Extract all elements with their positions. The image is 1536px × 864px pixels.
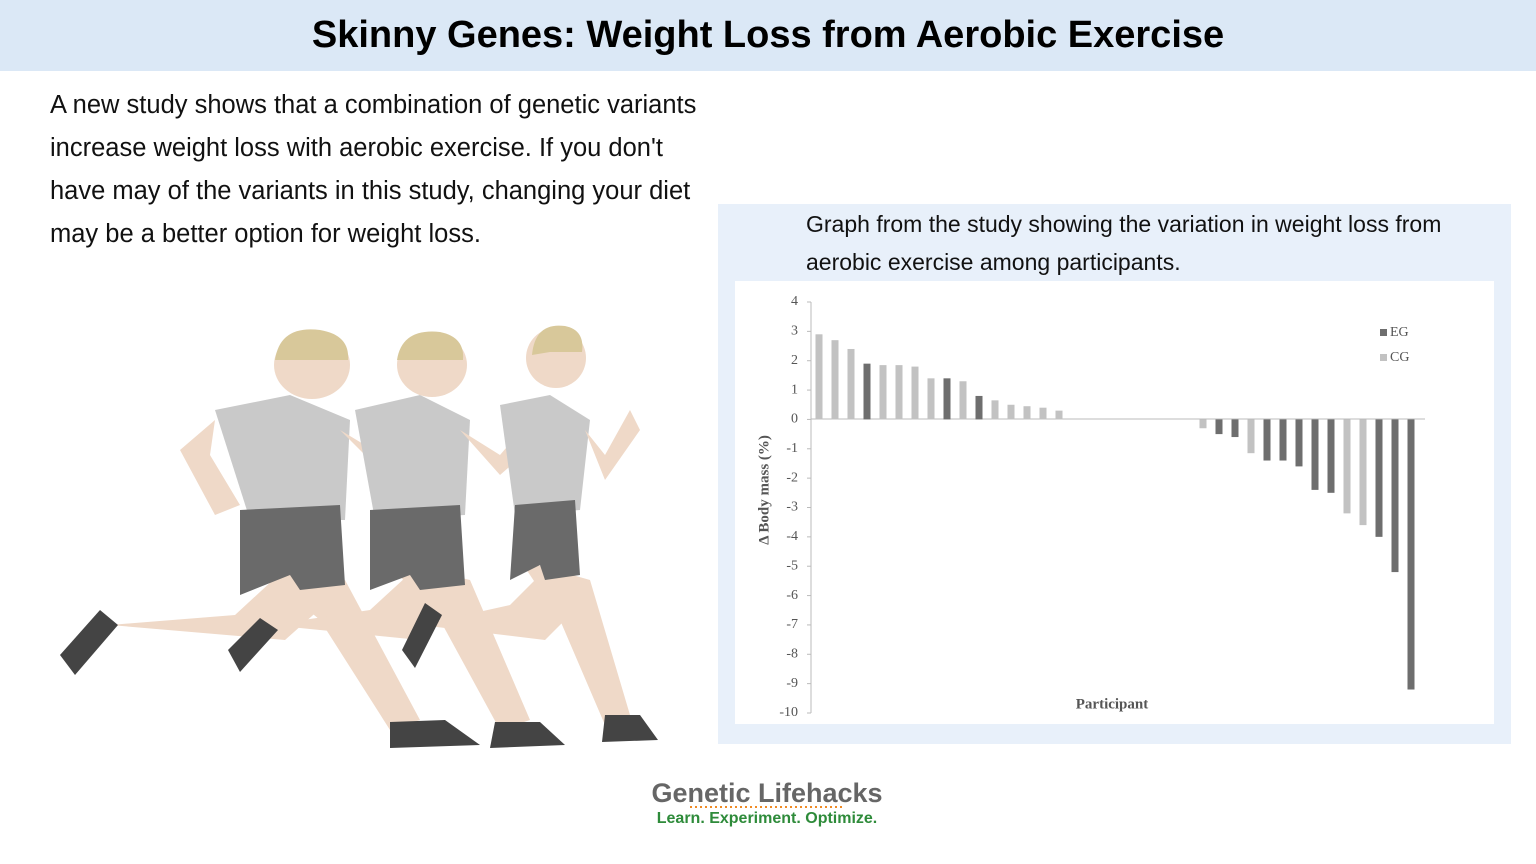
- legend-swatch: [1380, 354, 1387, 361]
- bar: [1231, 419, 1239, 438]
- y-tick-label: 4: [791, 294, 798, 309]
- bar: [1391, 419, 1399, 573]
- chart-caption: Graph from the study showing the variati…: [806, 211, 1442, 275]
- y-tick-label: -1: [786, 441, 798, 456]
- y-tick-label: -8: [786, 647, 798, 662]
- runner: [228, 331, 565, 748]
- bar: [959, 381, 967, 420]
- bar: [863, 363, 871, 420]
- bar: [975, 395, 983, 420]
- bar: [815, 334, 823, 420]
- bar: [991, 400, 999, 420]
- bar: [1407, 419, 1415, 690]
- bar: [1007, 404, 1015, 420]
- y-axis-label: Δ Body mass (%): [756, 435, 772, 545]
- legend-label: EG: [1390, 325, 1409, 340]
- bar: [895, 365, 903, 420]
- bar: [1215, 419, 1223, 435]
- bar: [1359, 419, 1367, 526]
- bar: [831, 340, 839, 420]
- runner: [402, 325, 658, 742]
- plot-area: [735, 281, 1494, 724]
- legend-swatch: [1380, 329, 1387, 336]
- bar: [847, 348, 855, 420]
- logo-tagline: Learn. Experiment. Optimize.: [656, 810, 878, 827]
- bar: [1295, 419, 1303, 467]
- bar: [1327, 419, 1335, 493]
- y-tick-label: 2: [791, 353, 798, 368]
- logo-name: Genetic Lifehacks: [651, 778, 883, 808]
- page-title: Skinny Genes: Weight Loss from Aerobic E…: [0, 0, 1536, 71]
- bar: [1023, 406, 1031, 420]
- y-tick-label: -5: [786, 558, 798, 573]
- bar: [1263, 419, 1271, 461]
- y-tick-label: 0: [791, 412, 798, 427]
- y-tick-label: -3: [786, 500, 798, 515]
- bar: [1055, 410, 1063, 420]
- bar: [1343, 419, 1351, 514]
- bar: [911, 366, 919, 420]
- y-tick-label: -2: [786, 470, 798, 485]
- y-tick-label: -6: [786, 588, 798, 603]
- runner: [60, 329, 480, 748]
- y-tick-label: -4: [786, 529, 798, 544]
- bar: [1279, 419, 1287, 461]
- bar: [1311, 419, 1319, 490]
- bar: [943, 378, 951, 420]
- legend-label: CG: [1390, 350, 1409, 365]
- bar: [1199, 419, 1207, 429]
- intro-text: A new study shows that a combination of …: [50, 91, 697, 248]
- bar: [1247, 419, 1255, 454]
- bar: [927, 378, 935, 420]
- y-tick-label: 3: [791, 324, 798, 339]
- y-tick-label: -9: [786, 676, 798, 691]
- bar: [879, 365, 887, 420]
- x-axis-label: Participant: [1076, 696, 1149, 712]
- bar: [1039, 407, 1047, 420]
- y-tick-label: -10: [779, 705, 798, 720]
- runners: [60, 325, 658, 748]
- y-tick-label: 1: [791, 382, 798, 397]
- bar: [1375, 419, 1383, 537]
- y-tick-label: -7: [786, 617, 798, 632]
